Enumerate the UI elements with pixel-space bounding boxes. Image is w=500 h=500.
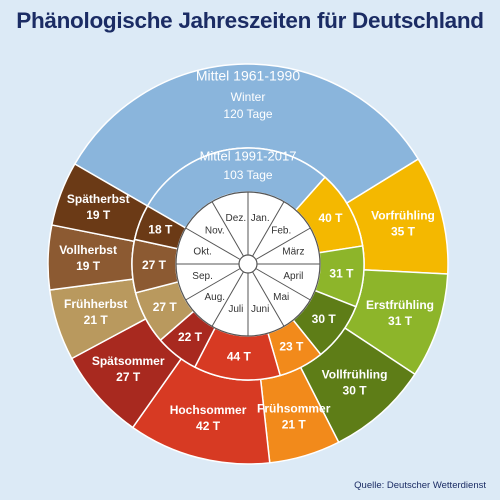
- month-divider: [252, 201, 285, 257]
- month-label-okt: Okt.: [193, 246, 211, 257]
- month-divider: [185, 227, 241, 260]
- month-label-april: April: [283, 271, 303, 282]
- outer-label-fruehsommer-value: 21 T: [282, 418, 307, 432]
- inner-label-fruehherbst-value: 27 T: [153, 300, 178, 314]
- month-label-jan: Jan.: [251, 213, 270, 224]
- inner-label-spaetherbst-value: 18 T: [148, 222, 173, 236]
- inner-label-fruehsommer-value: 23 T: [279, 340, 304, 354]
- month-divider: [211, 271, 244, 327]
- outer-label-spaetherbst-name: Spätherbst: [67, 192, 130, 206]
- month-label-nov: Nov.: [205, 225, 225, 236]
- inner-label-vorfruehling-value: 40 T: [318, 211, 343, 225]
- outer-label-erstfruehling-value: 31 T: [388, 314, 413, 328]
- outer-label-vorfruehling-value: 35 T: [391, 224, 416, 238]
- outer-label-spaetherbst-value: 19 T: [86, 208, 111, 222]
- inner-ring-title: Mittel 1991-2017: [200, 148, 297, 163]
- outer-label-fruehsommer-name: Frühsommer: [257, 402, 331, 416]
- chart-title: Phänologische Jahreszeiten für Deutschla…: [16, 8, 484, 33]
- outer-label-vollherbst-value: 19 T: [76, 259, 101, 273]
- inner-label-winter-value: 103 Tage: [223, 168, 272, 182]
- month-wheel-hub: [238, 254, 258, 274]
- month-divider: [255, 227, 311, 260]
- inner-label-vollherbst-value: 27 T: [142, 258, 167, 272]
- outer-label-spaetsommer-name: Spätsommer: [92, 354, 165, 368]
- month-divider: [185, 268, 241, 301]
- inner-label-vollfruehling-value: 30 T: [312, 312, 337, 326]
- outer-label-vollfruehling-value: 30 T: [343, 384, 368, 398]
- month-label-dez: Dez.: [226, 213, 247, 224]
- month-label-maerz: März: [282, 246, 304, 257]
- month-label-mai: Mai: [273, 292, 289, 303]
- outer-label-vollfruehling-name: Vollfrühling: [322, 368, 388, 382]
- outer-label-fruehherbst-name: Frühherbst: [64, 297, 127, 311]
- inner-label-spaetsommer-value: 22 T: [178, 330, 203, 344]
- month-label-aug: Aug.: [204, 292, 225, 303]
- month-divider: [252, 271, 285, 327]
- source-note: Quelle: Deutscher Wetterdienst: [354, 480, 486, 491]
- month-label-sep: Sep.: [192, 271, 213, 282]
- outer-label-hochsommer-value: 42 T: [196, 419, 221, 433]
- month-divider: [211, 201, 244, 257]
- outer-label-vollherbst-name: Vollherbst: [59, 243, 117, 257]
- outer-label-winter-name: Winter: [231, 90, 266, 104]
- outer-label-winter-value: 120 Tage: [223, 107, 272, 121]
- month-label-juni: Juni: [251, 304, 269, 315]
- inner-label-erstfruehling-value: 31 T: [329, 267, 354, 281]
- month-label-feb: Feb.: [271, 225, 291, 236]
- outer-label-fruehherbst-value: 21 T: [84, 313, 109, 327]
- month-divider: [255, 268, 311, 301]
- outer-ring-title: Mittel 1961-1990: [196, 68, 301, 84]
- outer-label-hochsommer-name: Hochsommer: [170, 403, 247, 417]
- outer-label-vorfruehling-name: Vorfrühling: [371, 208, 435, 222]
- outer-label-spaetsommer-value: 27 T: [116, 370, 141, 384]
- outer-label-erstfruehling-name: Erstfrühling: [366, 298, 434, 312]
- month-label-juli: Juli: [228, 304, 243, 315]
- inner-label-hochsommer-value: 44 T: [227, 350, 252, 364]
